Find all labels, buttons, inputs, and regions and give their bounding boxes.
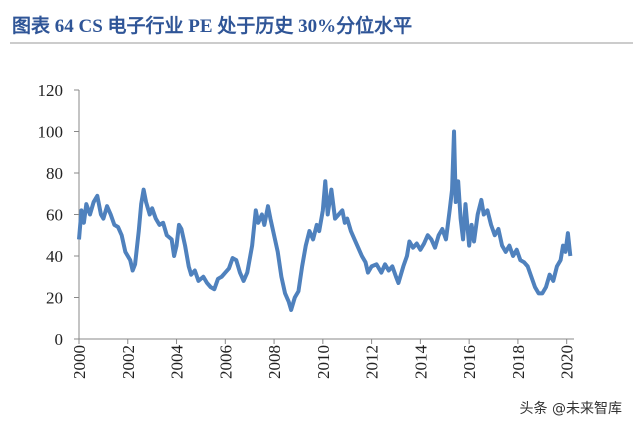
watermark: 头条 @未来智库 <box>520 400 622 417</box>
y-tick-label: 60 <box>46 206 63 225</box>
x-tick-label: 2008 <box>265 345 284 379</box>
chart-title: 图表 64 CS 电子行业 PE 处于历史 30%分位水平 <box>12 14 412 37</box>
x-tick-label: 2018 <box>509 345 528 379</box>
x-tick-label: 2014 <box>411 345 430 380</box>
x-tick-label: 2002 <box>119 345 138 379</box>
y-tick-label: 120 <box>38 81 64 100</box>
x-tick-label: 2004 <box>168 345 187 380</box>
y-tick-label: 40 <box>46 247 63 266</box>
x-tick-label: 2016 <box>460 345 479 379</box>
x-tick-label: 2006 <box>216 345 235 379</box>
y-tick-label: 0 <box>55 330 64 349</box>
y-tick-label: 80 <box>46 164 63 183</box>
x-tick-label: 2000 <box>70 345 89 379</box>
x-tick-label: 2020 <box>558 345 577 379</box>
y-tick-label: 100 <box>38 123 64 142</box>
y-tick-label: 20 <box>46 289 63 308</box>
line-series <box>77 129 573 312</box>
x-tick-label: 2012 <box>363 345 382 379</box>
x-tick-label: 2010 <box>314 345 333 379</box>
